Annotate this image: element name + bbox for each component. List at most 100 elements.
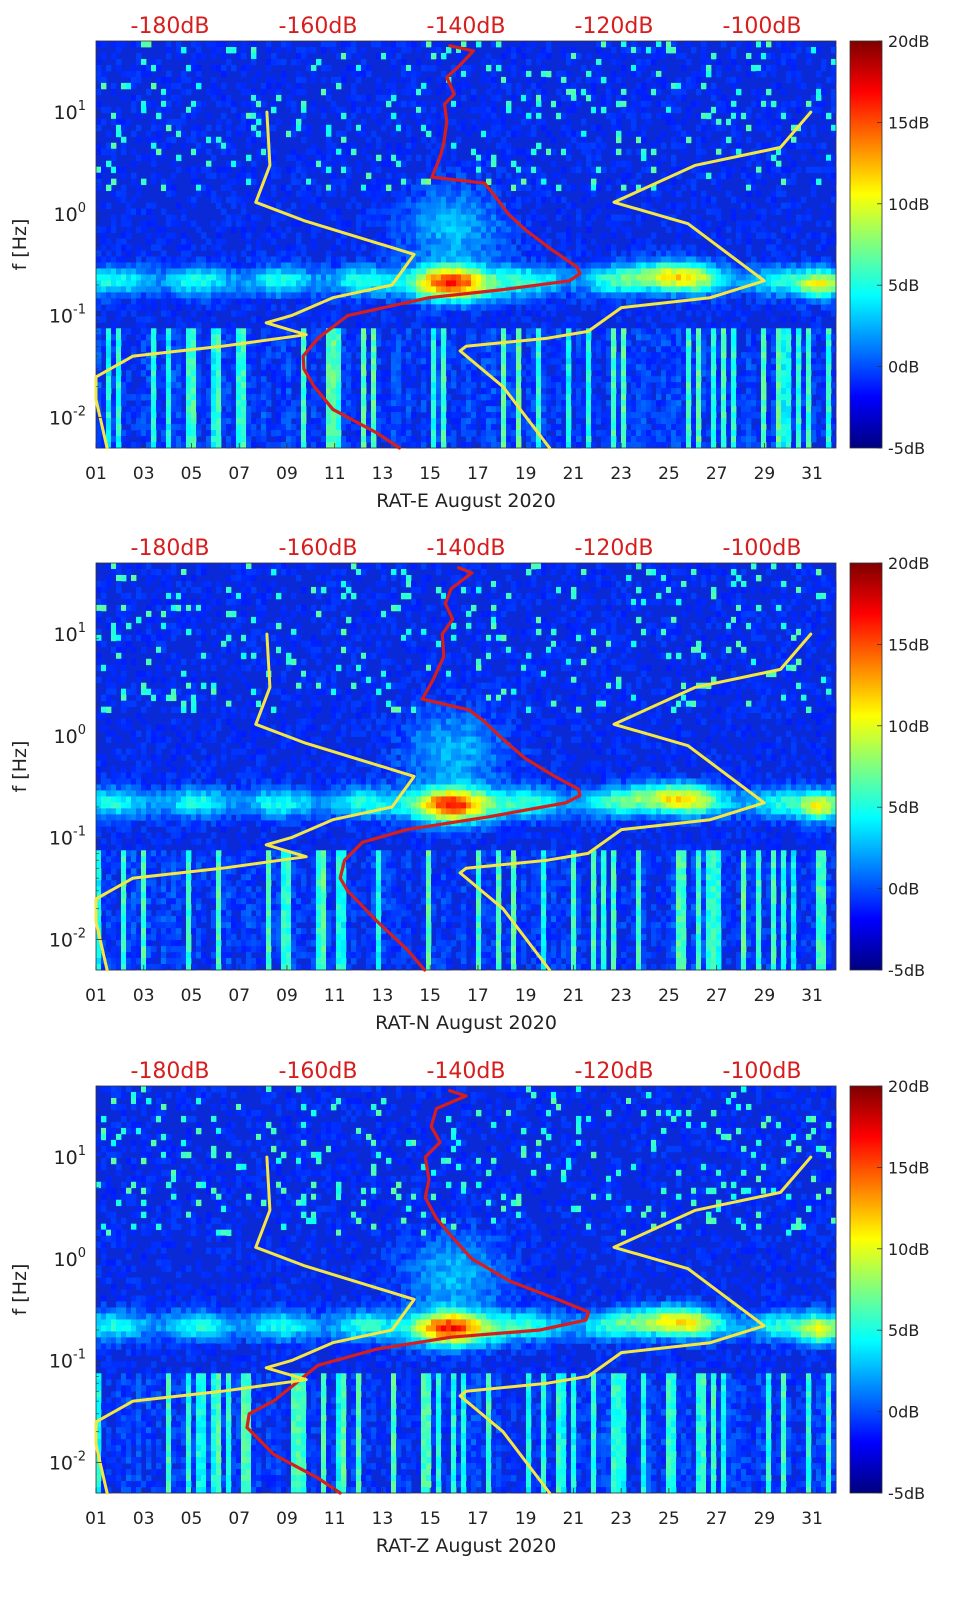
heatmap-cell	[266, 82, 272, 90]
heatmap-cell	[536, 352, 542, 359]
heatmap-cell	[506, 214, 512, 221]
heatmap-cell	[556, 340, 562, 347]
heatmap-cell	[806, 304, 812, 311]
heatmap-cell	[311, 376, 317, 383]
heatmap-cell	[601, 232, 607, 239]
heatmap-cell	[296, 292, 302, 299]
heatmap-cell	[296, 88, 302, 96]
heatmap-cell	[541, 184, 547, 192]
heatmap-cell	[536, 190, 542, 198]
heatmap-cell	[756, 268, 762, 275]
heatmap-cell	[591, 340, 597, 347]
heatmap-cell	[626, 280, 632, 287]
heatmap-cell	[441, 184, 447, 192]
heatmap-cell	[281, 58, 287, 66]
heatmap-cell	[591, 304, 597, 311]
heatmap-cell	[401, 226, 407, 233]
heatmap-cell	[146, 88, 152, 96]
heatmap-cell	[781, 106, 787, 114]
heatmap-cell	[421, 172, 427, 180]
heatmap-cell	[121, 286, 127, 293]
heatmap-cell	[271, 124, 277, 132]
heatmap-cell	[466, 274, 472, 281]
heatmap-cell	[426, 280, 432, 287]
heatmap-cell	[356, 370, 362, 377]
heatmap-cell	[136, 244, 142, 251]
heatmap-cell	[486, 106, 492, 114]
heatmap-cell	[291, 274, 297, 281]
heatmap-cell	[596, 316, 602, 323]
heatmap-cell	[446, 244, 452, 251]
heatmap-cell	[281, 196, 287, 204]
heatmap-cell	[211, 298, 217, 305]
heatmap-cell	[141, 334, 147, 341]
heatmap-cell	[326, 370, 332, 377]
heatmap-cell	[236, 124, 242, 132]
heatmap-cell	[186, 292, 192, 299]
heatmap-cell	[96, 166, 102, 174]
heatmap-cell	[701, 292, 707, 299]
heatmap-cell	[646, 58, 652, 66]
heatmap-cell	[766, 238, 772, 245]
heatmap-cell	[746, 274, 752, 281]
heatmap-cell	[596, 184, 602, 192]
heatmap-cell	[386, 88, 392, 96]
heatmap-cell	[206, 112, 212, 120]
heatmap-cell	[741, 274, 747, 281]
heatmap-cell	[606, 256, 612, 263]
heatmap-cell	[476, 274, 482, 281]
heatmap-cell	[131, 208, 137, 215]
heatmap-cell	[746, 370, 752, 377]
heatmap-cell	[321, 262, 327, 269]
heatmap-cell	[166, 184, 172, 192]
heatmap-cell	[826, 262, 832, 269]
heatmap-cell	[366, 352, 372, 359]
heatmap-cell	[781, 256, 787, 263]
heatmap-cell	[496, 64, 502, 72]
heatmap-cell	[276, 328, 282, 335]
heatmap-cell	[351, 46, 357, 54]
heatmap-cell	[566, 316, 572, 323]
heatmap-cell	[651, 358, 657, 365]
heatmap-cell	[701, 370, 707, 377]
heatmap-cell	[271, 238, 277, 245]
heatmap-cell	[576, 316, 582, 323]
heatmap-cell	[726, 274, 732, 281]
heatmap-cell	[191, 352, 197, 359]
heatmap-cell	[621, 64, 627, 72]
heatmap-cell	[426, 184, 432, 192]
heatmap-cell	[501, 112, 507, 120]
heatmap-cell	[101, 340, 107, 347]
heatmap-cell	[781, 340, 787, 347]
heatmap-cell	[556, 298, 562, 305]
heatmap-cell	[401, 172, 407, 180]
heatmap-cell	[411, 94, 417, 102]
heatmap-cell	[311, 166, 317, 174]
heatmap-cell	[501, 274, 507, 281]
heatmap-cell	[696, 376, 702, 383]
heatmap-cell	[751, 340, 757, 347]
heatmap-cell	[586, 286, 592, 293]
heatmap-cell	[641, 286, 647, 293]
heatmap-cell	[501, 328, 507, 335]
heatmap-cell	[106, 358, 112, 365]
heatmap-cell	[516, 124, 522, 132]
heatmap-cell	[331, 208, 337, 215]
heatmap-cell	[461, 298, 467, 305]
heatmap-cell	[581, 286, 587, 293]
heatmap-cell	[486, 190, 492, 198]
heatmap-cell	[526, 298, 532, 305]
heatmap-cell	[146, 346, 152, 353]
heatmap-cell	[681, 364, 687, 371]
heatmap-cell	[266, 286, 272, 293]
heatmap-cell	[241, 202, 247, 209]
heatmap-cell	[596, 58, 602, 66]
heatmap-cell	[411, 196, 417, 204]
heatmap-cell	[276, 88, 282, 96]
heatmap-cell	[286, 190, 292, 198]
heatmap-cell	[431, 322, 437, 329]
heatmap-cell	[411, 76, 417, 84]
heatmap-cell	[541, 76, 547, 84]
heatmap-cell	[746, 106, 752, 114]
heatmap-cell	[476, 220, 482, 227]
